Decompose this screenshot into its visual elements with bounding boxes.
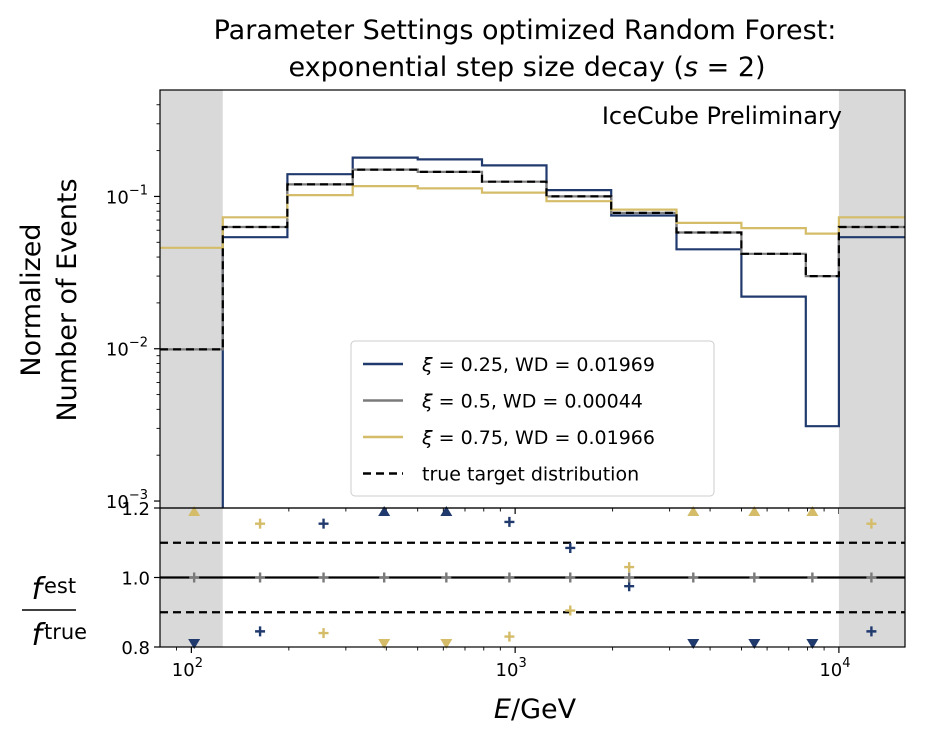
ratio-marker-s0-p8 bbox=[687, 639, 700, 649]
top-shaded-regions bbox=[160, 90, 905, 508]
legend-label-1: ξ = 0.5, WD = 0.00044 bbox=[421, 391, 643, 413]
ratio-marker-s2-p1 bbox=[255, 518, 266, 529]
x-axis-label: E/GeV bbox=[494, 694, 577, 725]
ratio-marker-s2-p5 bbox=[504, 631, 515, 642]
y-tick-label-0: 10−1 bbox=[106, 183, 148, 208]
ratio-marker-s1-p5 bbox=[504, 572, 515, 583]
ratio-marker-s1-p1 bbox=[255, 572, 266, 583]
ratio-marker-s0-p6 bbox=[565, 542, 576, 553]
ratio-marker-s2-p10 bbox=[806, 506, 819, 516]
ratio-marker-s0-p2 bbox=[318, 518, 329, 529]
ratio-plot-frame bbox=[159, 507, 906, 648]
y-tick-label-1: 10−2 bbox=[106, 336, 148, 361]
ratio-y-tick-label-2: 0.8 bbox=[121, 638, 150, 659]
y-axis-label-line1: Normalized bbox=[16, 223, 47, 376]
x-tick-label-1: 103 bbox=[496, 656, 527, 681]
ratio-markers bbox=[188, 506, 877, 649]
ratio-marker-s0-p1 bbox=[255, 626, 266, 637]
ratio-marker-s1-p7 bbox=[624, 572, 635, 583]
ratio-marker-s2-p0 bbox=[188, 506, 201, 516]
ratio-marker-s1-p8 bbox=[688, 572, 699, 583]
ratio-marker-s0-p0 bbox=[188, 639, 201, 649]
ratio-marker-s0-p3 bbox=[378, 506, 391, 516]
ratio-marker-s0-p4 bbox=[440, 506, 453, 516]
ratio-marker-s1-p4 bbox=[441, 572, 452, 583]
legend: ξ = 0.25, WD = 0.01969 ξ = 0.5, WD = 0.00… bbox=[350, 340, 715, 497]
ratio-marker-s2-p4 bbox=[440, 639, 453, 649]
ratio-y-tick-label-1: 1.0 bbox=[121, 569, 150, 590]
x-ticks: 102 103 104 bbox=[172, 647, 851, 681]
ratio-y-tick-label-0: 1.2 bbox=[121, 499, 150, 520]
icecube-preliminary-label: IceCube Preliminary bbox=[602, 102, 842, 130]
x-tick-label-2: 104 bbox=[819, 656, 850, 681]
legend-label-2: ξ = 0.75, WD = 0.01966 bbox=[421, 427, 655, 449]
series-line-3 bbox=[160, 168, 905, 351]
ratio-marker-s2-p11 bbox=[866, 518, 877, 529]
ratio-marker-s0-p7 bbox=[624, 581, 635, 592]
ratio-label-denominator-sub: true bbox=[44, 620, 87, 644]
legend-label-3: true target distribution bbox=[422, 464, 639, 486]
shaded-region-1 bbox=[838, 90, 905, 508]
ratio-marker-s1-p10 bbox=[807, 572, 818, 583]
ratio-marker-s2-p9 bbox=[748, 506, 761, 516]
ratio-marker-s1-p2 bbox=[318, 572, 329, 583]
ratio-marker-s1-p3 bbox=[379, 572, 390, 583]
ratio-marker-s0-p5 bbox=[504, 516, 515, 527]
ratio-marker-s0-p9 bbox=[748, 639, 761, 649]
series-line-2 bbox=[160, 185, 905, 249]
ratio-marker-s2-p7 bbox=[624, 562, 635, 573]
chart-title-line1: Parameter Settings optimized Random Fore… bbox=[214, 15, 837, 46]
ratio-y-axis-label: f est f true bbox=[22, 572, 87, 653]
shaded-region-0 bbox=[160, 90, 223, 508]
ratio-label-numerator-sub: est bbox=[44, 574, 76, 598]
ratio-marker-s2-p2 bbox=[318, 628, 329, 639]
ratio-marker-s1-p9 bbox=[749, 572, 760, 583]
top-x-ticks bbox=[176, 508, 840, 514]
ratio-marker-s1-p6 bbox=[565, 572, 576, 583]
y-tick-label-2: 10−3 bbox=[106, 488, 148, 513]
ratio-marker-s0-p10 bbox=[806, 639, 819, 649]
legend-frame bbox=[350, 340, 715, 497]
ratio-marker-s1-p11 bbox=[866, 572, 877, 583]
ratio-marker-s2-p8 bbox=[687, 506, 700, 516]
ratio-marker-s1-p0 bbox=[189, 572, 200, 583]
chart-title-line2: exponential step size decay (s = 2) bbox=[288, 52, 765, 83]
ratio-y-ticks: 1.2 1.0 0.8 bbox=[121, 499, 160, 659]
x-tick-label-0: 102 bbox=[172, 656, 203, 681]
series-line-1 bbox=[160, 168, 905, 351]
y-axis-label-line2: Number of Events bbox=[52, 178, 83, 421]
ratio-reference-lines bbox=[160, 541, 905, 614]
ratio-marker-s0-p11 bbox=[866, 626, 877, 637]
ratio-marker-s2-p3 bbox=[378, 639, 391, 649]
top-histogram-lines bbox=[160, 156, 905, 508]
top-y-ticks: 10−1 10−2 10−3 bbox=[106, 104, 160, 513]
ratio-marker-s2-p6 bbox=[565, 605, 576, 616]
legend-label-0: ξ = 0.25, WD = 0.01969 bbox=[421, 354, 655, 376]
